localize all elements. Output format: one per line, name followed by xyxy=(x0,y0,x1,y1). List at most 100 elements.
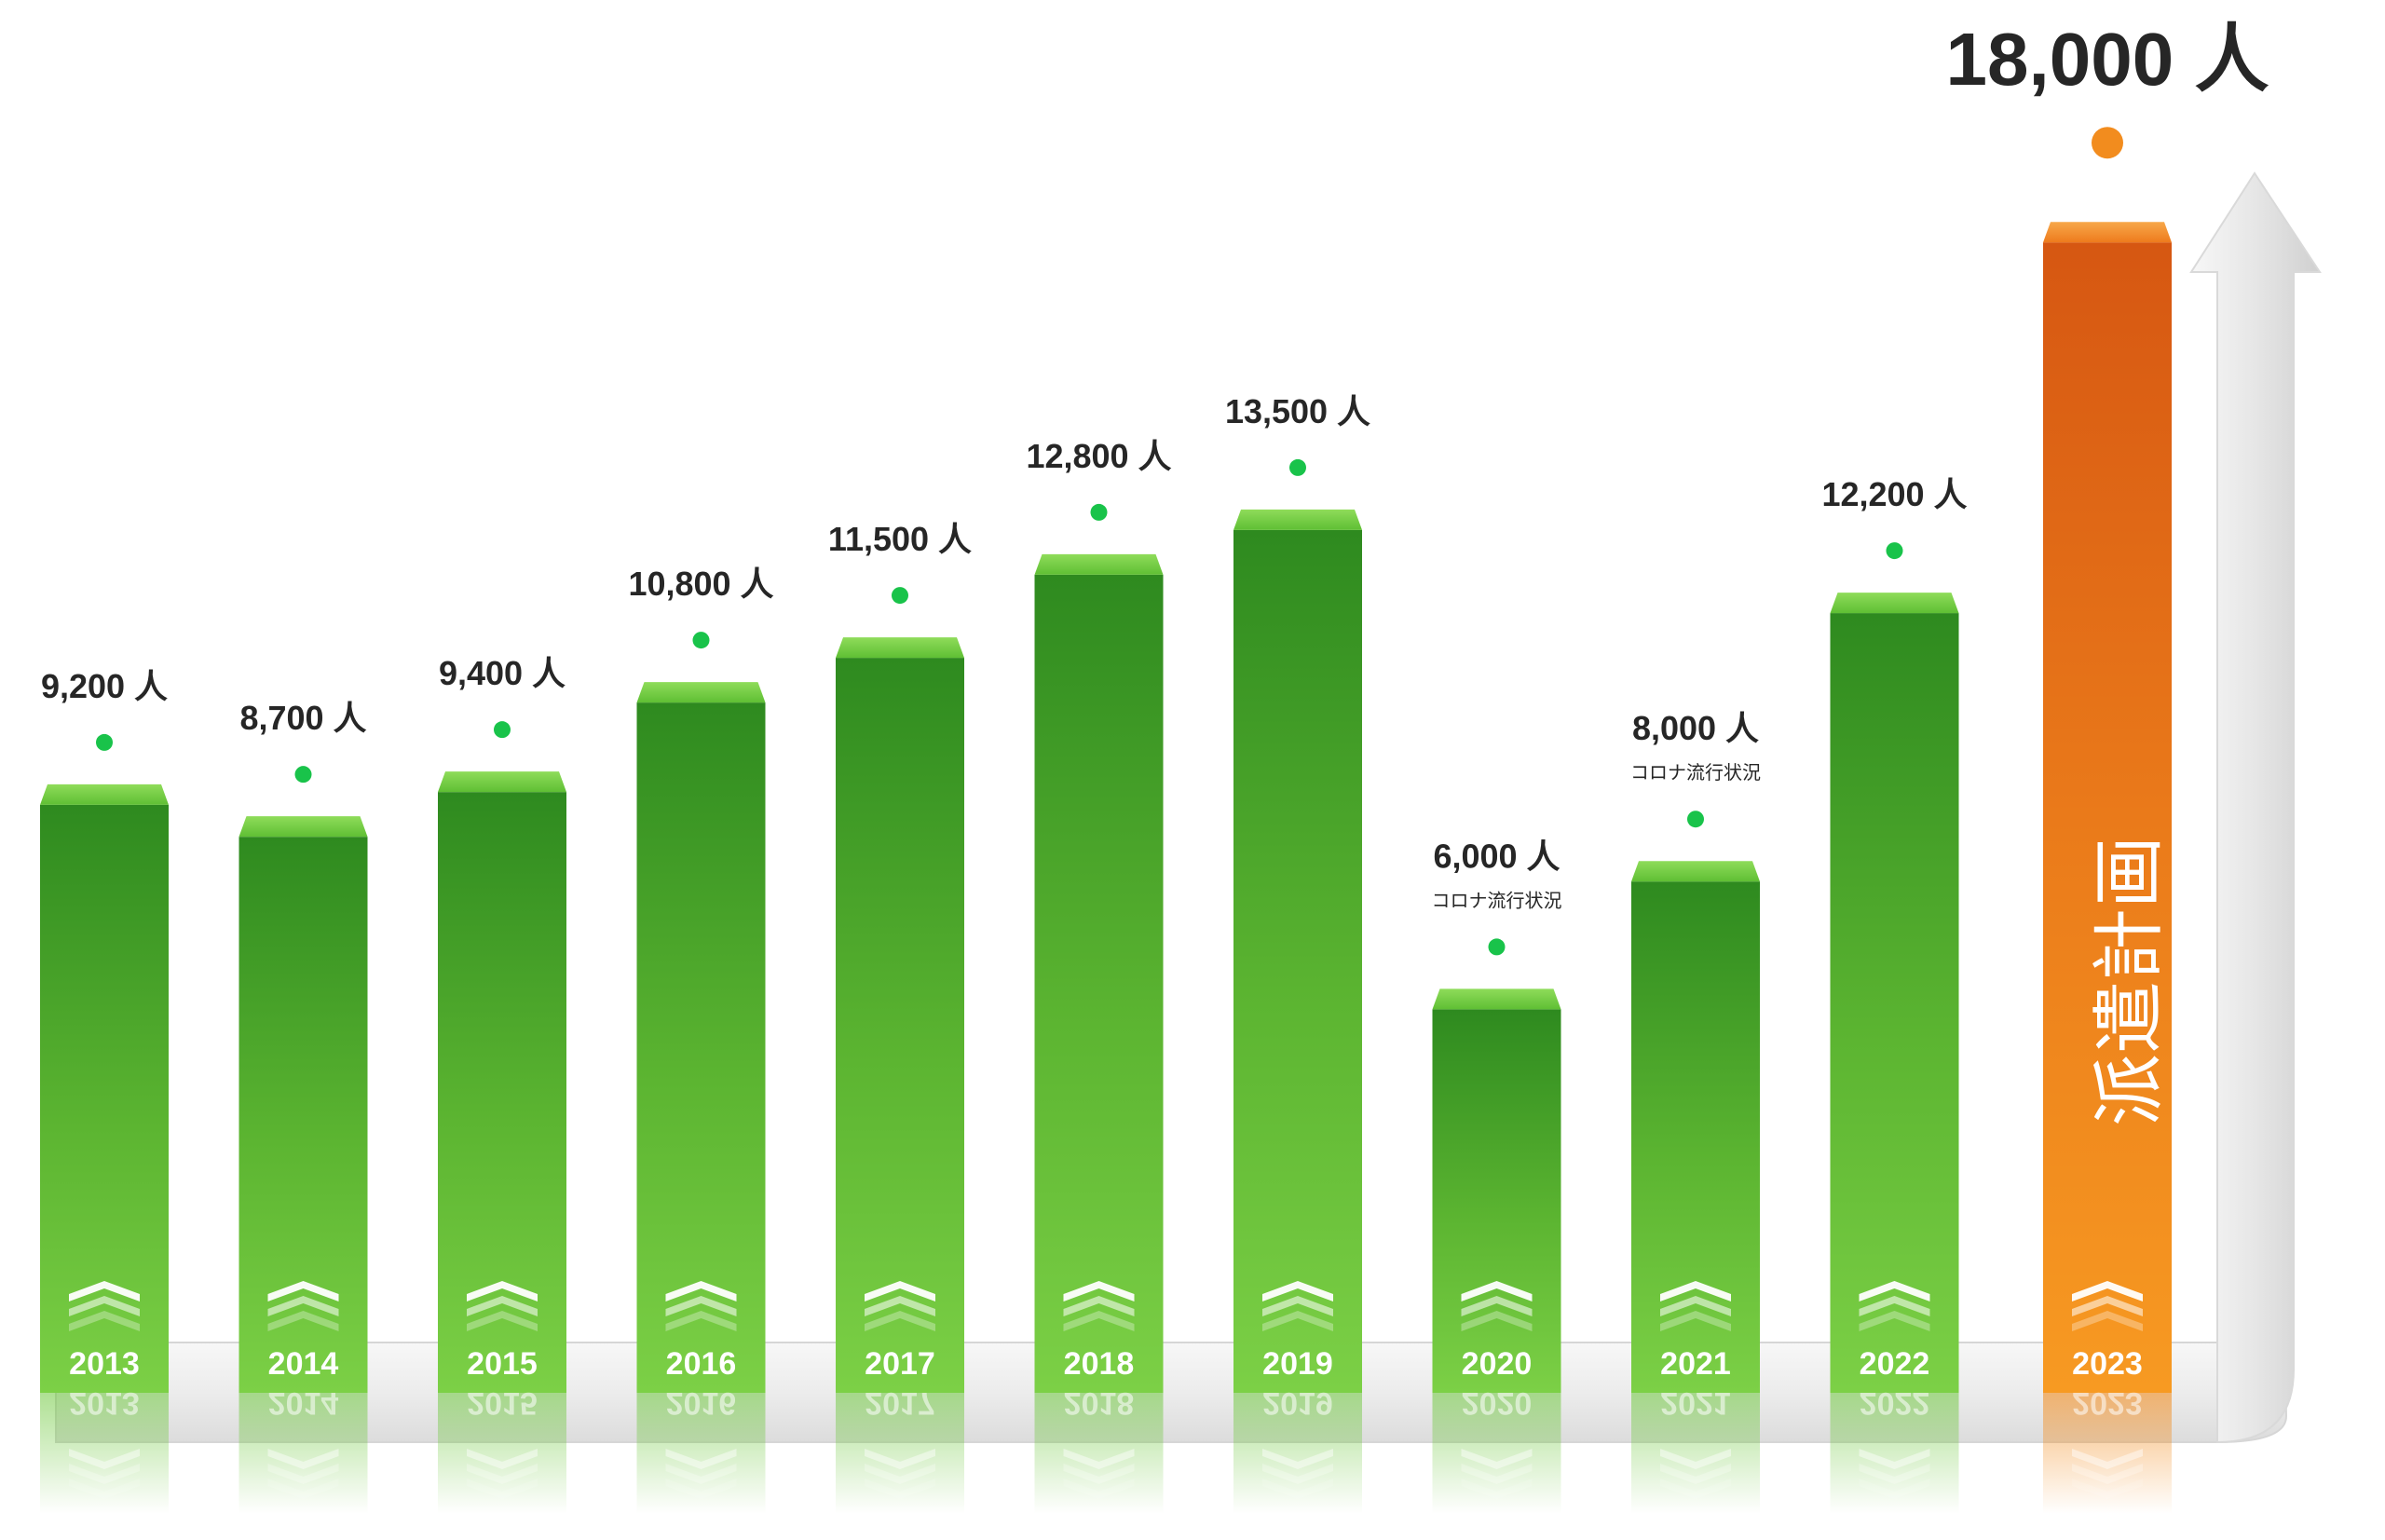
bars xyxy=(40,222,2172,1394)
chevron-reflection-icon xyxy=(1660,1449,1731,1499)
marker-dot xyxy=(1687,811,1704,828)
background-arrow xyxy=(55,171,2322,1444)
bar-reflection xyxy=(636,1393,766,1514)
marker-dots xyxy=(96,127,2123,956)
marker-dot xyxy=(1090,503,1108,521)
bar-reflection xyxy=(438,1393,566,1514)
year-label: 2020 xyxy=(1462,1346,1533,1382)
value-label: 8,000 人 xyxy=(1632,709,1759,747)
bar xyxy=(2043,242,2172,1394)
chevron-up-icon xyxy=(1859,1281,1930,1331)
year-label-reflection: 2020 xyxy=(1462,1385,1533,1421)
year-label-reflection: 2014 xyxy=(268,1385,339,1421)
year-label: 2013 xyxy=(69,1346,140,1382)
marker-dot xyxy=(1488,938,1506,956)
chevron-up-icon xyxy=(1262,1281,1333,1331)
year-label-reflection: 2023 xyxy=(2072,1385,2143,1421)
year-label: 2022 xyxy=(1860,1346,1930,1382)
chevron-up-icon xyxy=(1660,1281,1731,1331)
marker-dot xyxy=(494,721,511,739)
chevron-up-icon xyxy=(665,1281,737,1331)
chevron-reflection-icon xyxy=(467,1449,538,1499)
bar-reflection xyxy=(238,1393,368,1514)
year-label-reflection: 2017 xyxy=(865,1385,935,1421)
bar xyxy=(1432,1009,1561,1393)
bar xyxy=(836,658,964,1393)
value-label: 12,200 人 xyxy=(1821,475,1967,513)
year-label-reflection: 2013 xyxy=(69,1385,140,1421)
chevron-reflection-icon xyxy=(267,1449,339,1499)
year-label: 2016 xyxy=(666,1346,737,1382)
value-label: 12,800 人 xyxy=(1026,437,1171,475)
chevron-up-icon xyxy=(267,1281,339,1331)
bar-top-cap xyxy=(636,682,766,703)
bar-reflection xyxy=(2043,1393,2172,1514)
bar-top-cap xyxy=(438,771,566,793)
bar xyxy=(1830,613,1959,1393)
chevron-reflection-icon xyxy=(69,1449,140,1499)
bar-top-cap xyxy=(40,784,169,805)
year-label-reflection: 2022 xyxy=(1860,1385,1930,1421)
bar xyxy=(1233,529,1362,1393)
bar-reflection xyxy=(1034,1393,1164,1514)
bar-reflection xyxy=(1233,1393,1362,1514)
value-label: 10,800 人 xyxy=(628,565,773,603)
bar-top-cap xyxy=(836,637,964,659)
chevron-up-icon xyxy=(467,1281,538,1331)
chevron-up-icon xyxy=(1461,1281,1533,1331)
value-label: 9,400 人 xyxy=(439,654,566,692)
bar-reflections xyxy=(40,1393,2172,1514)
chevron-reflection-icon xyxy=(1262,1449,1333,1499)
plan-title: 派遣計画 xyxy=(2088,836,2172,1126)
bar-reflection xyxy=(40,1393,169,1514)
bar-top-cap xyxy=(1034,553,1164,575)
chevron-reflection-icon xyxy=(1859,1449,1930,1499)
marker-dot xyxy=(1886,542,1903,560)
bar xyxy=(1034,574,1164,1393)
chevron-reflection-icon xyxy=(665,1449,737,1499)
marker-dot xyxy=(692,632,710,649)
bar-top-cap xyxy=(1631,861,1760,882)
marker-dot xyxy=(294,766,312,784)
chevron-up-icon xyxy=(1063,1281,1135,1331)
year-label-reflection: 2018 xyxy=(1064,1385,1135,1421)
chevron-up-icon xyxy=(69,1281,140,1331)
marker-dot xyxy=(2092,127,2123,159)
value-label: 6,000 人 xyxy=(1433,837,1560,875)
chevron-up-icon xyxy=(865,1281,935,1331)
bar-reflection xyxy=(1631,1393,1760,1514)
marker-dot xyxy=(96,733,113,751)
year-label: 2017 xyxy=(865,1346,935,1382)
bar-reflection xyxy=(1830,1393,1959,1514)
marker-dot xyxy=(892,587,908,605)
bar xyxy=(636,702,766,1393)
bar xyxy=(438,792,566,1393)
value-labels: 9,200 人 8,700 人 9,400 人 10,800 人 11,500 人 12,… xyxy=(41,18,2269,911)
bar xyxy=(1631,881,1760,1393)
chevron-reflection-icon xyxy=(865,1449,935,1499)
year-label: 2014 xyxy=(268,1346,339,1382)
value-label: 9,200 人 xyxy=(41,667,168,705)
year-label-reflection: 2021 xyxy=(1660,1385,1731,1421)
bar-reflection xyxy=(1432,1393,1561,1514)
bar-top-cap xyxy=(238,816,368,838)
note-label: コロナ流行状況 xyxy=(1432,889,1562,911)
bar-top-cap xyxy=(1830,593,1959,614)
year-label-reflection: 2015 xyxy=(467,1385,538,1421)
bar xyxy=(238,837,368,1393)
year-label: 2015 xyxy=(467,1346,538,1382)
bar-top-cap xyxy=(1233,509,1362,530)
year-label: 2023 xyxy=(2072,1346,2143,1382)
bar xyxy=(40,804,169,1393)
chevron-reflection-icon xyxy=(2072,1449,2143,1499)
value-label: 18,000 人 xyxy=(1946,18,2269,101)
year-label-reflection: 2016 xyxy=(666,1385,737,1421)
note-label: コロナ流行状況 xyxy=(1630,761,1761,784)
bar-top-cap xyxy=(2043,222,2172,243)
chevron-icons xyxy=(69,1281,2143,1499)
year-label: 2019 xyxy=(1262,1346,1333,1382)
year-label: 2018 xyxy=(1064,1346,1135,1382)
bar-top-cap xyxy=(1432,988,1561,1010)
